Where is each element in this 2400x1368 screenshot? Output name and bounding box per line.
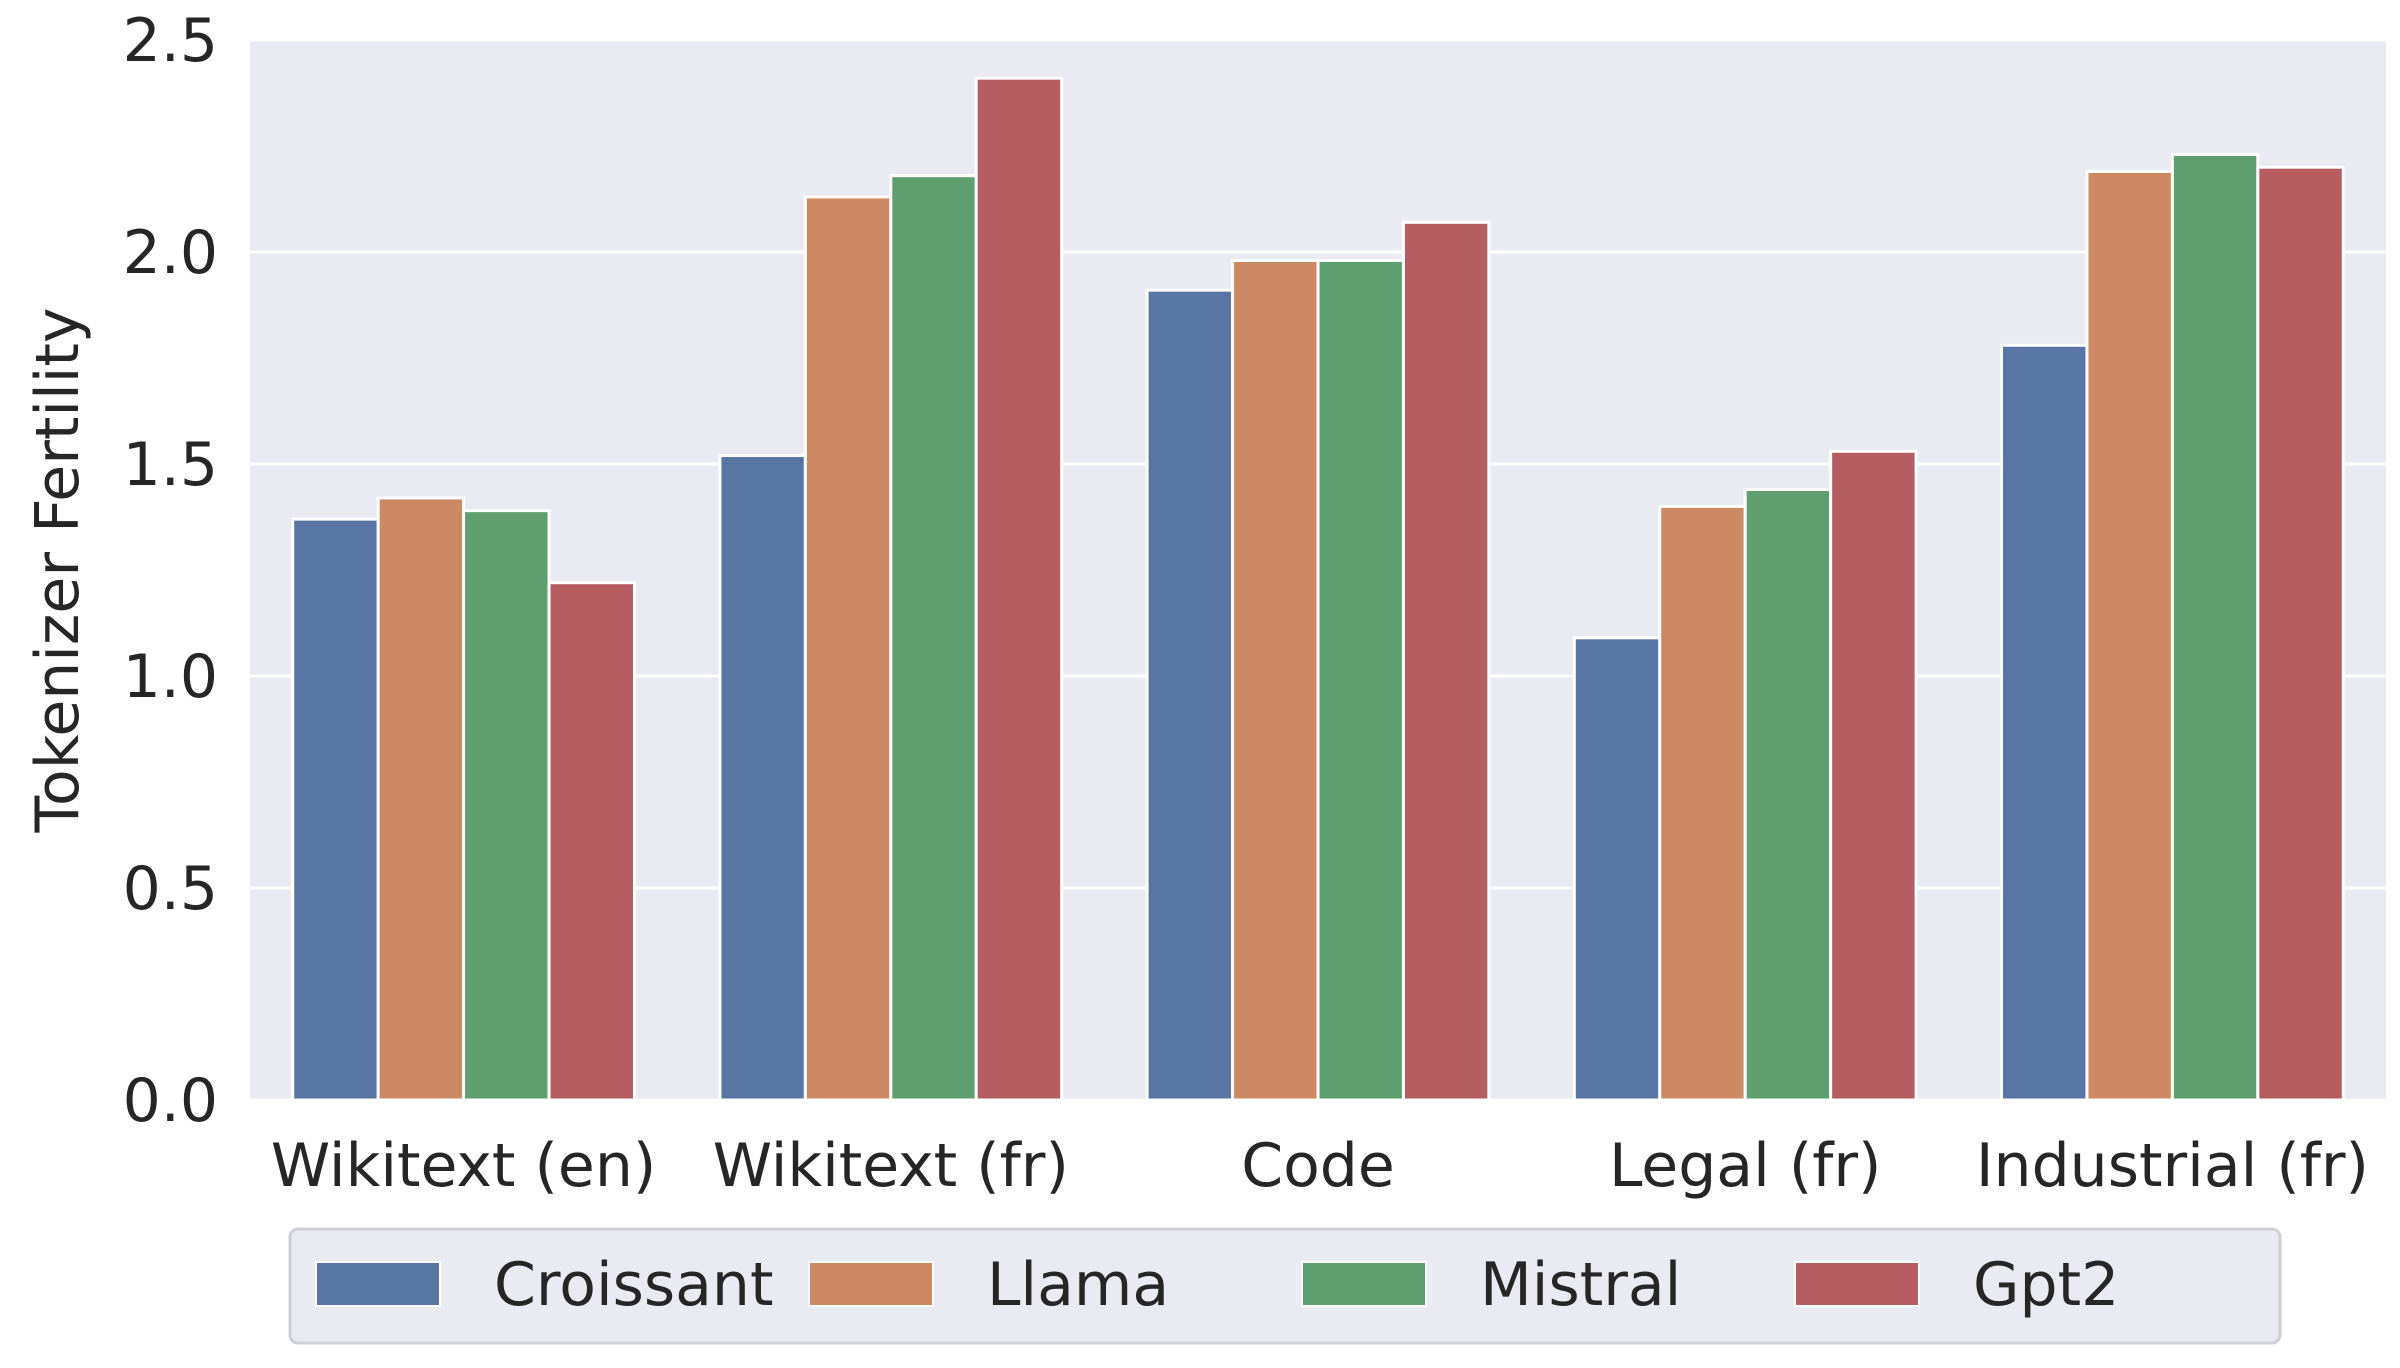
y-tick-labels: 0.0 0.5 1.0 1.5 2.0 2.5	[123, 6, 218, 1136]
legend: Croissant Llama Mistral Gpt2	[288, 1227, 2282, 1345]
bar-croissant-4	[2000, 343, 2089, 1102]
x-tick-label: Legal (fr)	[1609, 1131, 1882, 1201]
y-tick-label: 0.5	[123, 854, 218, 924]
legend-box	[288, 1227, 2282, 1345]
x-tick-label: Industrial (fr)	[1976, 1131, 2369, 1201]
bar-gpt2-2	[1401, 220, 1491, 1102]
bar-gpt2-1	[974, 76, 1064, 1102]
legend-label-llama: Llama	[987, 1250, 1169, 1320]
bar-croissant-0	[291, 517, 380, 1102]
bar-mistral-2	[1316, 258, 1405, 1102]
bar-croissant-3	[1572, 636, 1662, 1102]
y-tick-label: 0.0	[123, 1066, 218, 1136]
y-tick-label: 2.0	[123, 218, 218, 288]
y-axis-label: Tokenizer Fertility	[23, 308, 93, 834]
bar-mistral-4	[2170, 152, 2260, 1102]
y-tick-label: 2.5	[123, 6, 218, 76]
bar-mistral-3	[1743, 487, 1833, 1102]
legend-swatch-croissant	[315, 1261, 441, 1307]
bar-llama-4	[2085, 169, 2174, 1102]
legend-swatch-gpt2	[1794, 1261, 1920, 1307]
bar-gpt2-0	[547, 581, 636, 1102]
x-tick-label: Wikitext (en)	[271, 1131, 656, 1201]
x-tick-label: Code	[1241, 1131, 1395, 1201]
x-tick-labels: Wikitext (en) Wikitext (fr) Code Legal (fr)…	[271, 1131, 2369, 1201]
y-tick-label: 1.5	[123, 430, 218, 500]
bar-croissant-2	[1145, 288, 1235, 1102]
bar-llama-1	[803, 195, 893, 1102]
legend-label-gpt2: Gpt2	[1973, 1250, 2119, 1320]
bar-mistral-1	[889, 174, 978, 1102]
bars	[291, 76, 2345, 1102]
legend-label-mistral: Mistral	[1480, 1250, 1681, 1320]
y-tick-label: 1.0	[123, 642, 218, 712]
bar-gpt2-3	[1829, 449, 1918, 1102]
x-tick-label: Wikitext (fr)	[713, 1131, 1069, 1201]
legend-label-croissant: Croissant	[494, 1250, 773, 1320]
bar-croissant-1	[718, 454, 807, 1102]
bar-llama-3	[1658, 504, 1747, 1102]
bar-gpt2-4	[2256, 165, 2345, 1102]
bar-llama-2	[1231, 258, 1320, 1102]
bar-mistral-0	[462, 509, 551, 1102]
legend-swatch-llama	[808, 1261, 934, 1307]
bar-llama-0	[376, 496, 466, 1102]
legend-swatch-mistral	[1301, 1261, 1427, 1307]
